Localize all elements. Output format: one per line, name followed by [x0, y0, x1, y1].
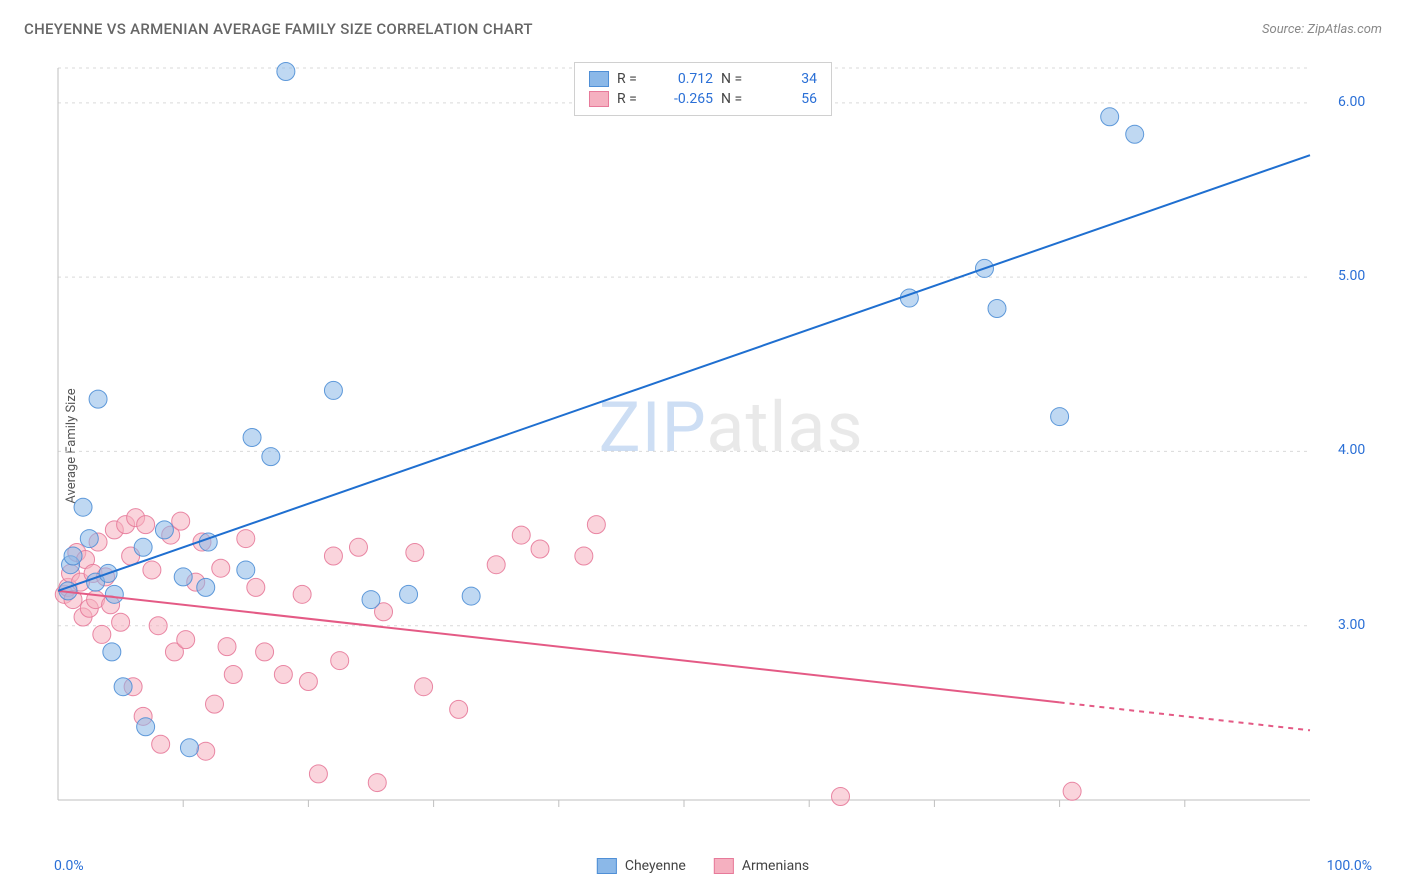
n-label: N =: [721, 71, 751, 87]
r-label: R =: [617, 91, 647, 107]
legend-label-cheyenne: Cheyenne: [625, 858, 686, 874]
chart-title: CHEYENNE VS ARMENIAN AVERAGE FAMILY SIZE…: [24, 20, 533, 38]
correlation-legend: R = 0.712 N = 34 R = -0.265 N = 56: [574, 62, 832, 116]
title-row: CHEYENNE VS ARMENIAN AVERAGE FAMILY SIZE…: [24, 20, 1382, 38]
y-tick-label: 5.00: [1338, 268, 1388, 284]
legend-row-cheyenne: R = 0.712 N = 34: [589, 69, 817, 89]
n-label: N =: [721, 91, 751, 107]
n-value-cheyenne: 34: [759, 71, 817, 87]
scatter-plot-svg: [50, 60, 1360, 830]
legend-label-armenians: Armenians: [742, 858, 809, 874]
series-legend: Cheyenne Armenians: [597, 858, 809, 874]
r-label: R =: [617, 71, 647, 87]
swatch-armenians: [589, 91, 609, 107]
swatch-armenians: [714, 858, 734, 874]
x-axis-min-label: 0.0%: [54, 858, 84, 874]
swatch-cheyenne: [597, 858, 617, 874]
swatch-cheyenne: [589, 71, 609, 87]
plot-area: [50, 60, 1360, 830]
n-value-armenians: 56: [759, 91, 817, 107]
legend-item-cheyenne: Cheyenne: [597, 858, 686, 874]
legend-item-armenians: Armenians: [714, 858, 809, 874]
r-value-cheyenne: 0.712: [655, 71, 713, 87]
source-attribution: Source: ZipAtlas.com: [1262, 22, 1382, 37]
r-value-armenians: -0.265: [655, 91, 713, 107]
y-tick-label: 3.00: [1338, 617, 1388, 633]
x-axis-max-label: 100.0%: [1327, 858, 1372, 874]
y-tick-label: 6.00: [1338, 94, 1388, 110]
y-tick-label: 4.00: [1338, 442, 1388, 458]
chart-container: CHEYENNE VS ARMENIAN AVERAGE FAMILY SIZE…: [0, 0, 1406, 892]
legend-row-armenians: R = -0.265 N = 56: [589, 89, 817, 109]
